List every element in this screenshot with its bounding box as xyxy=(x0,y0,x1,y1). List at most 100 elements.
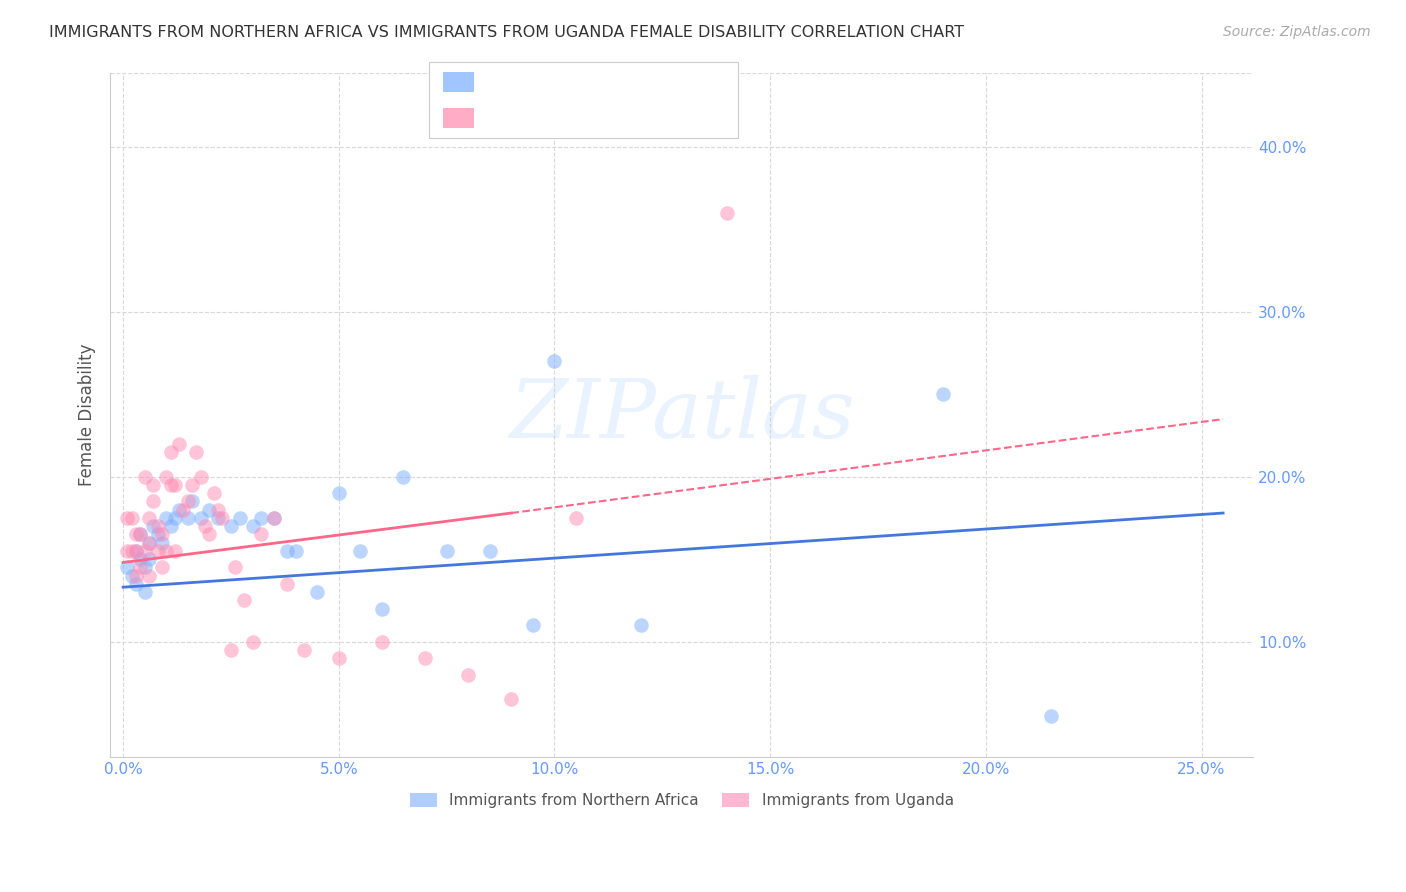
Text: N =: N = xyxy=(574,73,621,91)
Point xyxy=(190,469,212,483)
Point xyxy=(194,519,217,533)
Point xyxy=(142,519,165,533)
Point xyxy=(125,527,148,541)
Point xyxy=(121,544,143,558)
Point xyxy=(543,354,565,368)
Point xyxy=(155,469,177,483)
Point xyxy=(371,634,394,648)
Point xyxy=(129,527,152,541)
Point xyxy=(349,544,371,558)
Point xyxy=(224,560,246,574)
Point xyxy=(177,511,200,525)
Text: IMMIGRANTS FROM NORTHERN AFRICA VS IMMIGRANTS FROM UGANDA FEMALE DISABILITY CORR: IMMIGRANTS FROM NORTHERN AFRICA VS IMMIG… xyxy=(49,25,965,40)
Point xyxy=(121,568,143,582)
Point xyxy=(232,593,254,607)
Point xyxy=(211,511,233,525)
Y-axis label: Female Disability: Female Disability xyxy=(79,343,96,486)
Point xyxy=(198,502,221,516)
Point xyxy=(163,511,186,525)
Point xyxy=(150,560,173,574)
Text: Source: ZipAtlas.com: Source: ZipAtlas.com xyxy=(1223,25,1371,39)
Text: R =: R = xyxy=(485,109,522,127)
Point xyxy=(173,502,195,516)
Legend: Immigrants from Northern Africa, Immigrants from Uganda: Immigrants from Northern Africa, Immigra… xyxy=(404,787,960,814)
Point xyxy=(129,560,152,574)
Point xyxy=(146,544,169,558)
Point xyxy=(121,511,143,525)
Text: R =: R = xyxy=(485,73,522,91)
Point xyxy=(134,560,156,574)
Point xyxy=(134,585,156,599)
Point xyxy=(219,519,242,533)
Point xyxy=(478,544,501,558)
Point xyxy=(125,544,148,558)
Point xyxy=(198,527,221,541)
Point xyxy=(142,494,165,508)
Point xyxy=(125,577,148,591)
Point xyxy=(167,502,190,516)
Point xyxy=(125,568,148,582)
Point xyxy=(159,478,181,492)
Point xyxy=(142,478,165,492)
Point xyxy=(457,667,479,681)
Point xyxy=(125,544,148,558)
Point xyxy=(328,651,350,665)
Point xyxy=(522,618,544,632)
Point xyxy=(159,519,181,533)
Point xyxy=(138,535,160,549)
Text: ZIPatlas: ZIPatlas xyxy=(509,375,855,455)
Point xyxy=(129,527,152,541)
Point xyxy=(242,634,264,648)
Point xyxy=(167,437,190,451)
Point xyxy=(146,519,169,533)
Text: 0.149: 0.149 xyxy=(524,109,572,127)
Point xyxy=(307,585,329,599)
Point xyxy=(190,511,212,525)
Point xyxy=(117,511,139,525)
Point xyxy=(207,511,229,525)
Point xyxy=(181,478,204,492)
Point xyxy=(186,445,208,459)
Point xyxy=(177,494,200,508)
Point xyxy=(150,535,173,549)
Point xyxy=(129,552,152,566)
Text: 41: 41 xyxy=(619,73,640,91)
Point xyxy=(228,511,250,525)
Point xyxy=(117,544,139,558)
Point xyxy=(242,519,264,533)
Point xyxy=(565,511,588,525)
Point xyxy=(263,511,285,525)
Point xyxy=(276,577,298,591)
Point xyxy=(263,511,285,525)
Point xyxy=(150,527,173,541)
Point xyxy=(146,527,169,541)
Point xyxy=(117,560,139,574)
Text: 52: 52 xyxy=(619,109,640,127)
Point xyxy=(250,511,273,525)
Text: N =: N = xyxy=(574,109,621,127)
Point xyxy=(250,527,273,541)
Point xyxy=(202,486,225,500)
Point xyxy=(138,511,160,525)
Point xyxy=(207,502,229,516)
Point xyxy=(155,544,177,558)
Point xyxy=(134,544,156,558)
Point xyxy=(138,552,160,566)
Point xyxy=(931,387,953,401)
Point xyxy=(163,544,186,558)
Point xyxy=(392,469,415,483)
Point xyxy=(328,486,350,500)
Point xyxy=(1039,708,1062,723)
Text: 0.214: 0.214 xyxy=(524,73,572,91)
Point xyxy=(181,494,204,508)
Point xyxy=(276,544,298,558)
Point xyxy=(284,544,307,558)
Point xyxy=(501,692,523,706)
Point xyxy=(436,544,458,558)
Point xyxy=(413,651,436,665)
Point xyxy=(134,469,156,483)
Point xyxy=(138,535,160,549)
Point xyxy=(163,478,186,492)
Point xyxy=(630,618,652,632)
Point xyxy=(219,642,242,657)
